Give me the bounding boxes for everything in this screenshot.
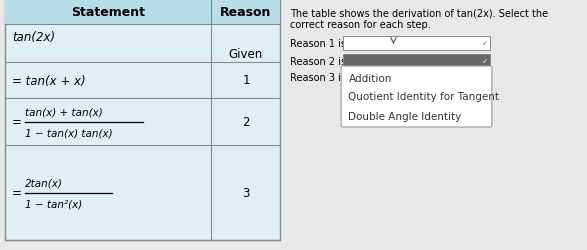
Text: 1 − tan(x) tan(x): 1 − tan(x) tan(x) <box>25 128 113 138</box>
Text: 2tan(x): 2tan(x) <box>25 178 63 188</box>
Text: Quotient Identity for Tangent: Quotient Identity for Tangent <box>349 92 500 102</box>
Text: Reason: Reason <box>220 6 272 19</box>
Text: =: = <box>12 116 22 128</box>
Text: The table shows the derivation of tan(2x). Select the: The table shows the derivation of tan(2x… <box>289 9 548 19</box>
Bar <box>343 37 490 51</box>
Text: Reason 1 is: Reason 1 is <box>289 39 346 49</box>
Text: 3: 3 <box>242 186 249 199</box>
Text: Given: Given <box>229 48 263 61</box>
Text: Double Angle Identity: Double Angle Identity <box>349 111 462 121</box>
Text: tan(2x): tan(2x) <box>12 30 55 43</box>
Text: Reason 3 is: Reason 3 is <box>289 73 346 83</box>
Text: ✓: ✓ <box>481 41 487 47</box>
Text: tan(x) + tan(x): tan(x) + tan(x) <box>25 107 103 117</box>
Text: 1: 1 <box>242 74 249 87</box>
Text: = tan(x + x): = tan(x + x) <box>12 74 86 87</box>
Text: 1 − tan²(x): 1 − tan²(x) <box>25 199 82 209</box>
Bar <box>5 0 281 240</box>
Bar <box>343 55 490 69</box>
Text: 2: 2 <box>242 116 249 128</box>
Text: =: = <box>12 186 22 199</box>
Text: correct reason for each step.: correct reason for each step. <box>289 20 430 30</box>
Text: Reason 2 is: Reason 2 is <box>289 57 346 67</box>
Bar <box>5 0 281 25</box>
FancyBboxPatch shape <box>341 67 492 128</box>
Text: Addition: Addition <box>349 73 392 83</box>
Text: Statement: Statement <box>71 6 145 19</box>
Text: ✓: ✓ <box>481 59 487 65</box>
